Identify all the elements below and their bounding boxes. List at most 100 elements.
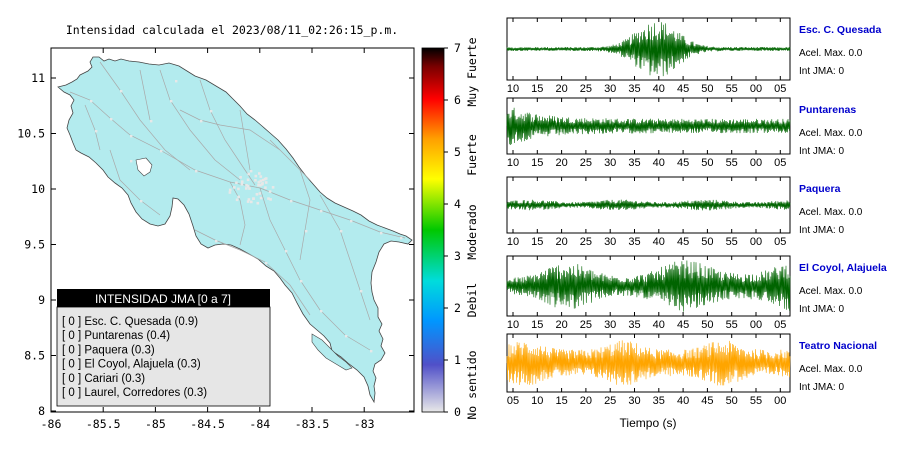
legend-body bbox=[56, 306, 271, 407]
seismogram-tick-label: 45 bbox=[677, 157, 689, 169]
town-marker bbox=[200, 120, 203, 123]
seismogram-tick-label: 35 bbox=[628, 236, 640, 248]
station-acceleration: Acel. Max. 0.0 bbox=[799, 128, 863, 139]
town-marker bbox=[264, 181, 268, 184]
town-marker bbox=[271, 186, 275, 189]
town-marker bbox=[140, 200, 143, 203]
seismogram-tick-label: 45 bbox=[677, 319, 689, 331]
seismogram-tick-label: 40 bbox=[653, 157, 665, 169]
seismogram-tick-label: 20 bbox=[580, 395, 592, 407]
seismogram-trace bbox=[506, 199, 791, 211]
seismogram-tick-label: 55 bbox=[726, 319, 738, 331]
town-marker bbox=[345, 335, 348, 338]
seismogram-tick-label: 50 bbox=[701, 83, 713, 95]
legend-header: INTENSIDAD JMA [0 a 7] bbox=[95, 292, 231, 306]
seismogram-tick-label: 25 bbox=[580, 157, 592, 169]
seismogram-tick-label: 50 bbox=[701, 319, 713, 331]
road-line bbox=[269, 139, 311, 181]
map-y-axis: 11 10.5 10 9.5 9 8.5 8 bbox=[17, 71, 414, 418]
station-intensity: Int JMA: 0 bbox=[799, 382, 844, 393]
seismogram-tick-label: 25 bbox=[580, 83, 592, 95]
seismogram-tick-label: 50 bbox=[701, 236, 713, 248]
town-marker bbox=[175, 80, 178, 83]
town-marker bbox=[261, 178, 265, 182]
colorbar-class-label: Debil bbox=[465, 283, 479, 318]
seismogram-tick-label: 35 bbox=[628, 157, 640, 169]
town-marker bbox=[258, 192, 262, 195]
seismogram-tick-label: 10 bbox=[507, 157, 519, 169]
colorbar-class-label: Moderado bbox=[465, 204, 479, 259]
seismogram-tick-label: 45 bbox=[677, 236, 689, 248]
legend-header-bg bbox=[57, 289, 270, 307]
colorbar-tick-label: 5 bbox=[454, 145, 461, 159]
map-y-tick-label: 10 bbox=[31, 182, 45, 196]
seismogram-panel: 10 15 20 25 30 35 40 45 50 55 00 05 El Coyol, Alajue… bbox=[506, 255, 887, 331]
town-marker bbox=[260, 183, 264, 186]
town-marker bbox=[269, 198, 272, 201]
seismogram-tick-label: 20 bbox=[555, 319, 567, 331]
seismogram-tick-label: 40 bbox=[677, 395, 689, 407]
town-marker bbox=[248, 187, 251, 190]
intensity-legend: INTENSIDAD JMA [0 a 7] [ 0 ] Esc. C. Que… bbox=[56, 289, 271, 407]
town-marker bbox=[360, 290, 363, 293]
seismogram-tick-label: 35 bbox=[653, 395, 665, 407]
seismogram-tick-label: 30 bbox=[604, 319, 616, 331]
town-marker bbox=[256, 201, 260, 205]
seismogram-tick-label: 40 bbox=[653, 83, 665, 95]
seismogram-tick-label: 30 bbox=[604, 236, 616, 248]
colorbar-tick-label: 6 bbox=[454, 93, 461, 107]
station-intensity: Int JMA: 0 bbox=[799, 146, 844, 157]
town-marker bbox=[215, 240, 218, 243]
town-marker bbox=[170, 100, 173, 103]
town-marker bbox=[264, 177, 268, 180]
town-marker bbox=[246, 184, 250, 188]
seismogram-tick-label: 05 bbox=[774, 157, 786, 169]
town-marker bbox=[237, 187, 240, 191]
town-marker bbox=[237, 195, 240, 199]
seismogram-tick-label: 45 bbox=[677, 83, 689, 95]
colorbar-tick-label: 2 bbox=[454, 301, 461, 315]
station-name: El Coyol, Alajuela bbox=[799, 262, 887, 274]
map-y-tick-label: 9 bbox=[38, 293, 45, 307]
town-marker bbox=[370, 350, 373, 353]
town-marker bbox=[264, 186, 267, 189]
road-line bbox=[179, 109, 281, 151]
colorbar-tick-label: 1 bbox=[454, 353, 461, 367]
town-marker bbox=[254, 174, 258, 178]
town-marker bbox=[254, 179, 257, 182]
town-marker bbox=[150, 120, 153, 123]
town-marker bbox=[400, 237, 403, 240]
town-marker bbox=[259, 184, 262, 187]
town-marker bbox=[240, 183, 244, 186]
town-marker bbox=[130, 160, 133, 163]
road-line bbox=[139, 69, 151, 121]
town-marker bbox=[210, 110, 213, 113]
road-line bbox=[69, 91, 261, 189]
town-marker bbox=[257, 180, 261, 184]
seismogram-tick-label: 15 bbox=[531, 319, 543, 331]
station-intensity: Int JMA: 0 bbox=[799, 225, 844, 236]
town-marker bbox=[228, 188, 232, 192]
town-marker bbox=[265, 262, 268, 265]
seismogram-panel: 05 10 15 20 25 30 35 40 45 50 55 00 Teatro Nacional A… bbox=[506, 333, 877, 407]
town-marker bbox=[259, 179, 263, 183]
town-marker bbox=[239, 176, 242, 179]
station-acceleration: Acel. Max. 0.0 bbox=[799, 207, 863, 218]
colorbar-tick-label: 7 bbox=[454, 41, 461, 55]
town-marker bbox=[350, 220, 353, 223]
seismogram-trace bbox=[506, 340, 791, 386]
seismogram-tick-label: 00 bbox=[750, 83, 762, 95]
colorbar-ticks: 0 1 2 3 4 5 6 7 bbox=[444, 41, 461, 419]
town-marker bbox=[255, 193, 259, 196]
town-marker bbox=[290, 200, 293, 203]
town-marker bbox=[258, 172, 261, 175]
town-marker bbox=[268, 190, 272, 193]
town-marker bbox=[380, 232, 383, 235]
seismogram-tick-label: 15 bbox=[555, 395, 567, 407]
town-marker bbox=[245, 184, 248, 187]
station-intensity: Int JMA: 0 bbox=[799, 304, 844, 315]
town-marker bbox=[259, 196, 263, 200]
legend-item: [ 0 ] El Coyol, Alajuela (0.3) bbox=[62, 359, 201, 371]
seismogram-tick-label: 35 bbox=[628, 83, 640, 95]
